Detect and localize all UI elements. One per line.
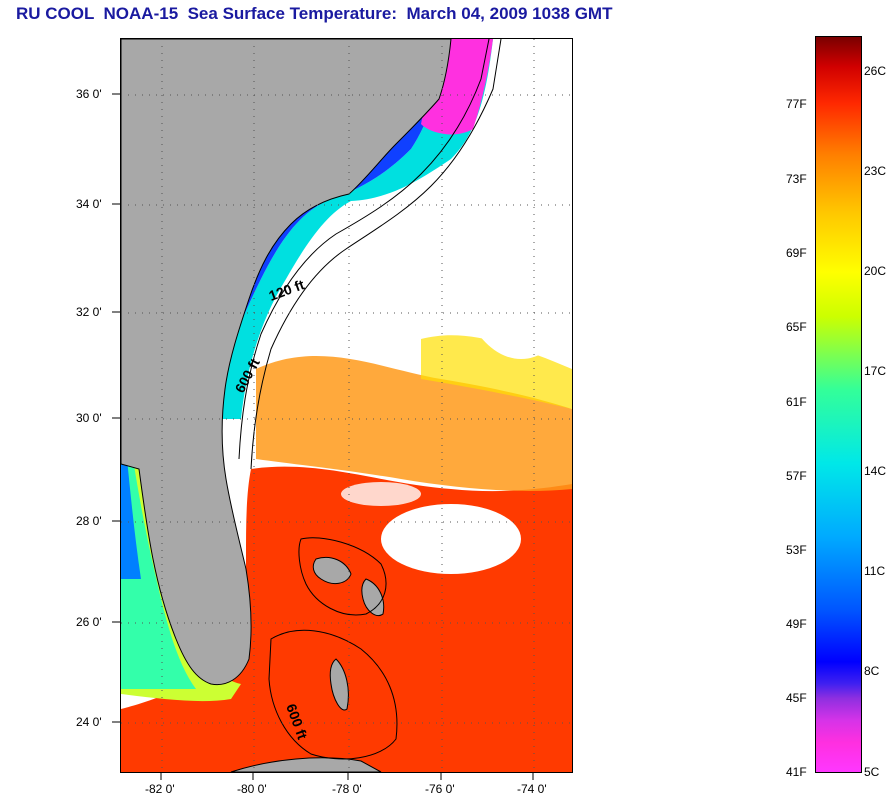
colorbar-c-label: 8C	[864, 664, 880, 678]
contour-120ft	[238, 39, 490, 460]
sst-map[interactable]: 120 ft 600 ft 600 ft	[120, 38, 573, 773]
yellow-water-region	[421, 335, 572, 409]
lat-label: 30 0'	[76, 411, 102, 425]
lon-label: -76 0'	[425, 782, 455, 796]
colorbar-f-label: 49F	[786, 617, 807, 631]
lat-label: 36 0'	[76, 87, 102, 101]
lat-label: 32 0'	[76, 305, 102, 319]
colorbar-f-label: 45F	[786, 691, 807, 705]
land-mainland	[121, 39, 452, 686]
colorbar-f-label: 73F	[786, 172, 807, 186]
colorbar-c-label: 17C	[864, 364, 887, 378]
lat-label: 28 0'	[76, 514, 102, 528]
contour-bahamas	[268, 629, 398, 760]
cold-coastal-band	[221, 39, 493, 419]
lat-label: 34 0'	[76, 197, 102, 211]
colorbar-c-label: 26C	[864, 64, 887, 78]
cuba-fragment	[230, 757, 382, 772]
colorbar-f-label: 65F	[786, 320, 807, 334]
colorbar-f-label: 53F	[786, 543, 807, 557]
lat-label: 26 0'	[76, 615, 102, 629]
colorbar-f-label: 41F	[786, 765, 807, 779]
colorbar-c-label: 23C	[864, 164, 887, 178]
map-title: RU COOL NOAA-15 Sea Surface Temperature:…	[16, 4, 613, 23]
lat-label: 24 0'	[76, 715, 102, 729]
colorbar-f-label: 69F	[786, 246, 807, 260]
temperature-colorbar	[815, 36, 862, 773]
colorbar-c-label: 14C	[864, 464, 887, 478]
lon-label: -78 0'	[332, 782, 362, 796]
bahamas-island	[329, 658, 349, 711]
bahamas-island	[361, 578, 385, 616]
colorbar-f-label: 77F	[786, 97, 807, 111]
lon-label: -80 0'	[237, 782, 267, 796]
colorbar-c-label: 11C	[864, 564, 886, 578]
colorbar-f-label: 61F	[786, 395, 807, 409]
lon-label: -82 0'	[145, 782, 175, 796]
colorbar-c-label: 20C	[864, 264, 887, 278]
lon-label: -74 0'	[517, 782, 547, 796]
bahamas-island	[312, 556, 352, 585]
colorbar-c-label: 5C	[864, 765, 880, 779]
contour-600ft	[250, 39, 502, 470]
colorbar-f-label: 57F	[786, 469, 807, 483]
